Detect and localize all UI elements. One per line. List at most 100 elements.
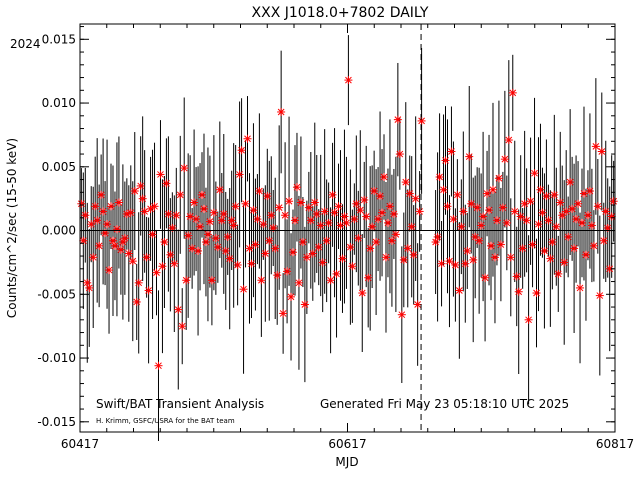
data-point [318, 258, 327, 267]
data-point [518, 244, 527, 253]
data-point [550, 190, 559, 199]
data-point [566, 178, 575, 187]
data-point [441, 156, 450, 165]
data-point [437, 259, 446, 268]
data-markers [77, 76, 618, 370]
data-point [516, 212, 525, 221]
y-axis-label: Counts/cm^2/sec (15-50 keV) [5, 138, 19, 318]
data-point [510, 207, 519, 216]
data-point [530, 169, 539, 178]
data-point [275, 203, 284, 212]
data-point [572, 215, 581, 224]
data-point [536, 185, 545, 194]
x-tick-label: 60817 [596, 437, 634, 451]
data-point [601, 207, 610, 216]
data-point [544, 216, 553, 225]
data-point [407, 222, 416, 231]
data-point [255, 187, 264, 196]
data-point [316, 221, 325, 230]
chart-title: XXX J1018.0+7802 DAILY [252, 5, 429, 21]
footer-credit: H. Krimm, GSFC/USRA for the BAT team [96, 417, 235, 425]
data-point [574, 199, 583, 208]
data-point [496, 240, 505, 249]
data-point [538, 208, 547, 217]
data-point [593, 202, 602, 211]
data-point [526, 197, 535, 206]
data-point [140, 207, 149, 216]
data-point [85, 283, 94, 292]
data-point [188, 244, 197, 253]
data-point [346, 243, 355, 252]
data-point [285, 197, 294, 206]
data-point [352, 199, 361, 208]
data-point [502, 218, 511, 227]
data-point [443, 202, 452, 211]
data-point [277, 107, 286, 116]
data-point [154, 361, 163, 370]
data-point [231, 202, 240, 211]
data-point [439, 185, 448, 194]
data-point [213, 243, 222, 252]
data-point [201, 238, 210, 247]
data-point [344, 76, 353, 85]
data-point [281, 211, 290, 220]
data-point [134, 278, 143, 287]
data-point [261, 249, 270, 258]
data-point [247, 259, 256, 268]
data-point [546, 254, 555, 263]
data-point [176, 190, 185, 199]
data-point [199, 204, 208, 213]
data-point [209, 208, 218, 217]
data-point [146, 204, 155, 213]
data-point [89, 253, 98, 262]
data-point [271, 244, 280, 253]
data-point [524, 315, 533, 324]
data-point [138, 194, 147, 203]
data-point [184, 231, 193, 240]
data-point [283, 267, 292, 276]
data-point [180, 164, 189, 173]
data-point [447, 147, 456, 156]
data-point [194, 246, 203, 255]
data-point [413, 300, 422, 309]
data-point [320, 207, 329, 216]
data-point [290, 216, 299, 225]
data-point [279, 309, 288, 318]
data-point [350, 215, 359, 224]
data-point [463, 246, 472, 255]
data-point [488, 185, 497, 194]
data-point [237, 146, 246, 155]
data-point [372, 238, 381, 247]
data-point [221, 246, 230, 255]
data-point [186, 212, 195, 221]
data-point [314, 243, 323, 252]
data-point [302, 253, 311, 262]
data-point [166, 250, 175, 259]
data-point [338, 254, 347, 263]
data-point [494, 174, 503, 183]
data-point [364, 273, 373, 282]
data-point [126, 208, 135, 217]
data-point [107, 202, 116, 211]
data-point [397, 310, 406, 319]
data-point [374, 215, 383, 224]
data-point [358, 289, 367, 298]
data-point [239, 285, 248, 294]
data-point [217, 216, 226, 225]
data-point [383, 218, 392, 227]
data-point [136, 181, 145, 190]
data-point [298, 238, 307, 247]
data-point [457, 222, 466, 231]
data-point [172, 211, 181, 220]
data-point [487, 241, 496, 250]
data-point [322, 236, 331, 245]
data-point [542, 192, 551, 201]
data-point [91, 202, 100, 211]
data-point [294, 278, 303, 287]
data-point [245, 244, 254, 253]
data-point [156, 170, 165, 179]
data-point [556, 198, 565, 207]
data-point [190, 198, 199, 207]
data-point [583, 211, 592, 220]
